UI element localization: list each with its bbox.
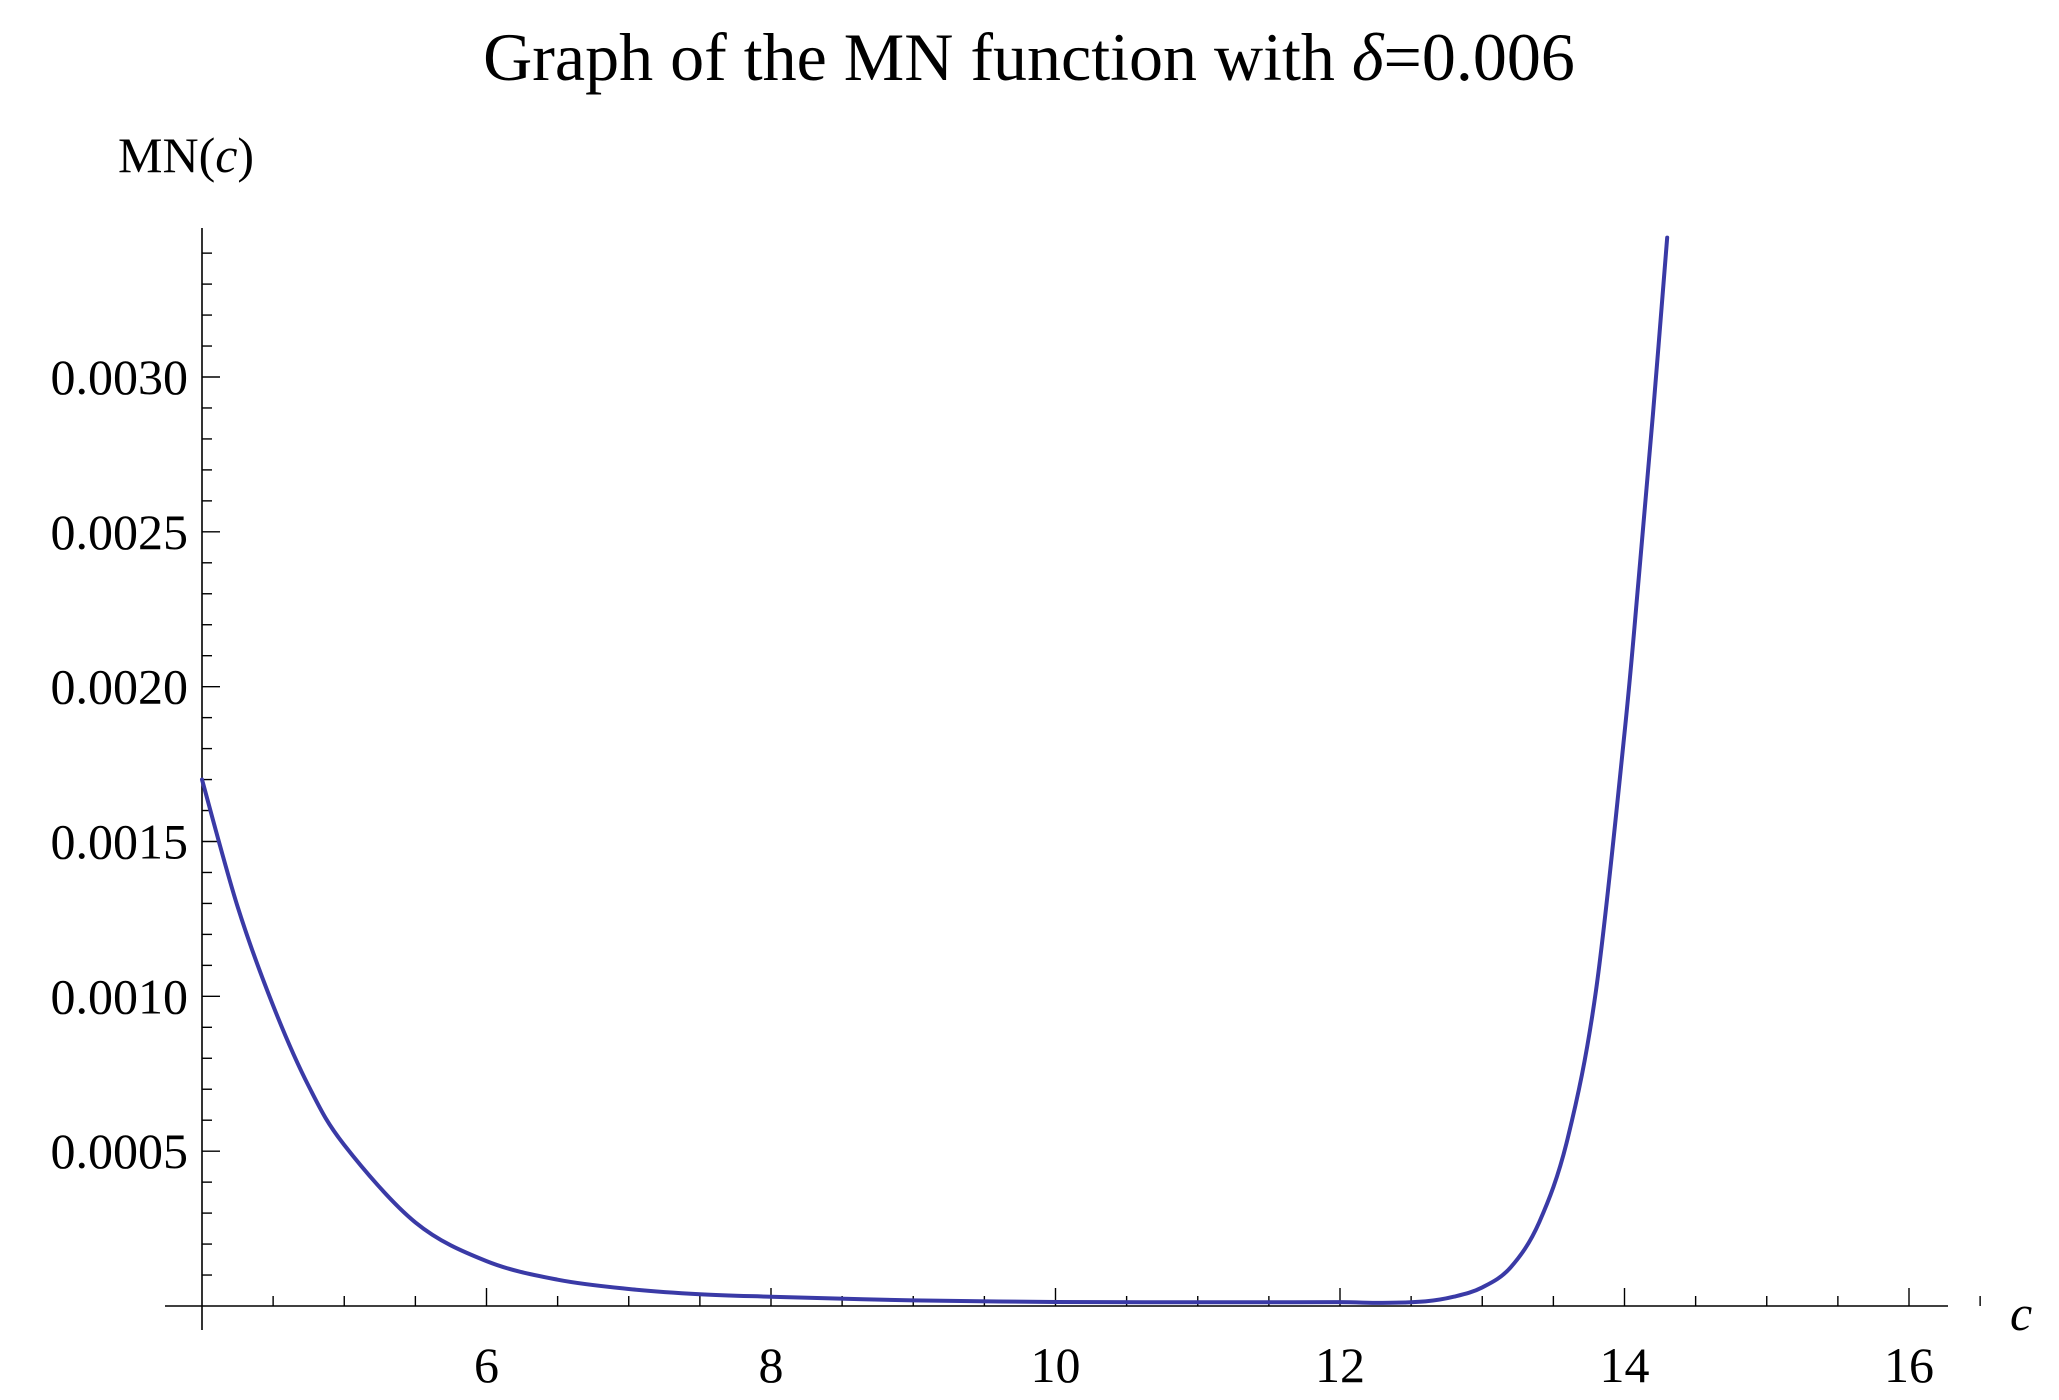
x-tick-label: 6 xyxy=(474,1337,499,1393)
series-line xyxy=(200,235,1670,1305)
x-tick-label: 16 xyxy=(1884,1337,1934,1393)
y-tick-label: 0.0025 xyxy=(51,504,189,560)
axes xyxy=(165,228,1948,1330)
series-group xyxy=(200,235,1670,1305)
y-tick-label: 0.0015 xyxy=(51,814,189,870)
x-ticks: 6 8 10 12 14 16 xyxy=(272,1288,1981,1393)
x-tick-label: 14 xyxy=(1600,1337,1650,1393)
y-tick-label: 0.0005 xyxy=(51,1123,189,1179)
chart-title: Graph of the MN function with δ=0.006 xyxy=(483,19,1575,95)
x-tick-label: 8 xyxy=(759,1337,784,1393)
y-tick-label: 0.0010 xyxy=(51,968,189,1024)
y-axis-label: MN(c) xyxy=(118,127,254,183)
x-axis-label: c xyxy=(2010,1285,2032,1341)
y-tick-label: 0.0030 xyxy=(51,349,189,405)
x-tick-label: 10 xyxy=(1031,1337,1081,1393)
y-ticks: 0.0005 0.0010 0.0015 0.0020 0.0025 0.0030 xyxy=(51,252,220,1276)
y-tick-label: 0.0020 xyxy=(51,659,189,715)
x-tick-label: 12 xyxy=(1315,1337,1365,1393)
